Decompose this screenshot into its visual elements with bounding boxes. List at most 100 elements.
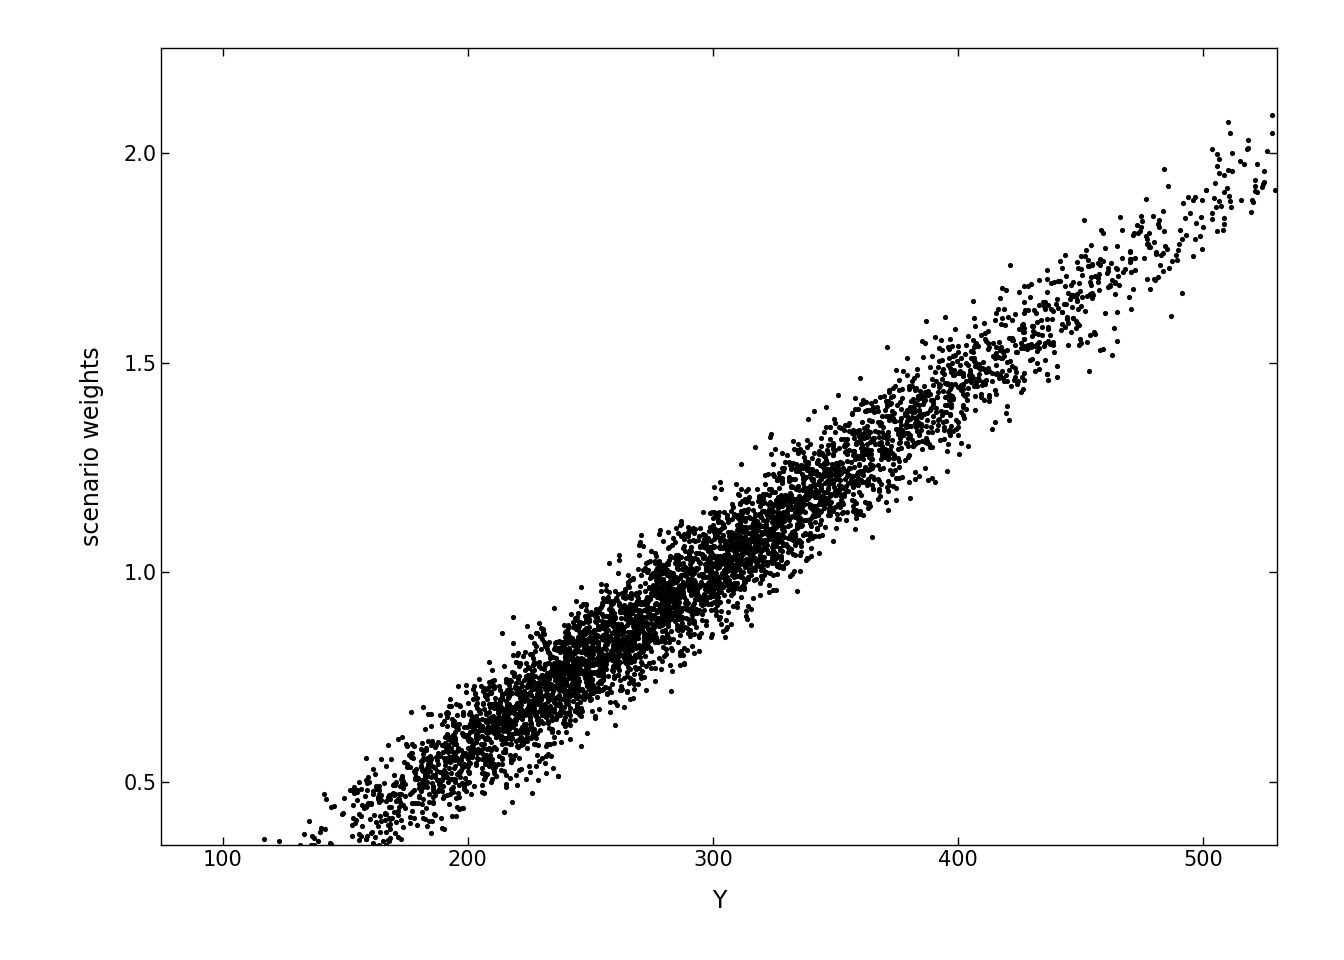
Point [661, 571, 683, 587]
Point [1204, 176, 1226, 191]
Point [890, 435, 911, 450]
Point [351, 781, 372, 797]
Point [1106, 333, 1128, 348]
Point [657, 618, 679, 634]
Point [750, 543, 771, 559]
Point [601, 617, 622, 633]
Point [818, 489, 840, 504]
Point [461, 747, 482, 762]
Point [507, 686, 528, 702]
Point [804, 515, 825, 530]
Point [837, 446, 859, 462]
Point [587, 682, 609, 697]
Point [862, 413, 883, 428]
Point [796, 480, 817, 495]
Point [890, 401, 911, 417]
Point [737, 571, 758, 587]
Point [614, 602, 636, 617]
Point [460, 732, 481, 747]
Point [427, 746, 449, 761]
Point [476, 767, 497, 782]
Point [762, 555, 784, 570]
Point [499, 729, 520, 744]
Point [680, 580, 702, 595]
Point [566, 674, 587, 689]
Point [1034, 299, 1055, 314]
Point [809, 468, 831, 484]
Point [633, 632, 655, 647]
Point [538, 693, 559, 708]
Point [289, 837, 310, 852]
Point [677, 595, 699, 611]
Point [415, 742, 437, 757]
Point [712, 569, 734, 585]
Point [644, 610, 665, 625]
Point [707, 509, 728, 524]
Point [712, 565, 734, 581]
Point [630, 616, 652, 632]
Point [531, 675, 552, 690]
Point [974, 373, 996, 389]
Point [663, 530, 684, 545]
Point [449, 764, 470, 780]
Point [527, 686, 548, 702]
Point [422, 780, 444, 795]
Point [853, 494, 875, 510]
Point [730, 514, 751, 529]
Point [648, 614, 669, 630]
Point [556, 636, 578, 651]
Point [552, 715, 574, 731]
Point [382, 810, 403, 826]
Point [659, 565, 680, 581]
Point [761, 426, 782, 442]
Point [324, 887, 345, 902]
Point [612, 627, 633, 642]
Point [267, 875, 289, 890]
Point [1138, 225, 1160, 240]
Point [677, 571, 699, 587]
Point [769, 507, 790, 522]
Point [699, 540, 720, 555]
Point [863, 481, 884, 496]
Point [716, 510, 738, 525]
Point [616, 630, 637, 645]
Point [500, 754, 521, 769]
Point [605, 640, 626, 656]
Point [883, 450, 905, 466]
Point [302, 829, 324, 845]
Point [905, 464, 926, 479]
Point [859, 424, 880, 440]
Point [745, 543, 766, 559]
Point [766, 511, 788, 526]
Point [699, 580, 720, 595]
Point [1103, 321, 1125, 336]
Point [657, 598, 679, 613]
Point [526, 708, 547, 724]
Point [734, 492, 755, 507]
Point [720, 580, 742, 595]
Point [569, 628, 590, 643]
Point [770, 528, 792, 543]
Point [578, 649, 599, 664]
Point [739, 532, 761, 547]
Point [853, 430, 875, 445]
Point [439, 752, 461, 767]
Point [667, 611, 688, 626]
Point [657, 555, 679, 570]
Point [1062, 289, 1083, 304]
Point [560, 670, 582, 685]
Point [751, 540, 773, 556]
Point [431, 771, 453, 786]
Point [340, 782, 362, 798]
Point [500, 702, 521, 717]
Point [403, 782, 425, 798]
Point [645, 660, 667, 676]
Point [538, 671, 559, 686]
Point [437, 706, 458, 721]
Point [878, 483, 899, 498]
Point [911, 434, 933, 449]
Point [544, 639, 566, 655]
Point [1038, 372, 1059, 388]
Point [751, 562, 773, 577]
Point [1008, 322, 1030, 337]
